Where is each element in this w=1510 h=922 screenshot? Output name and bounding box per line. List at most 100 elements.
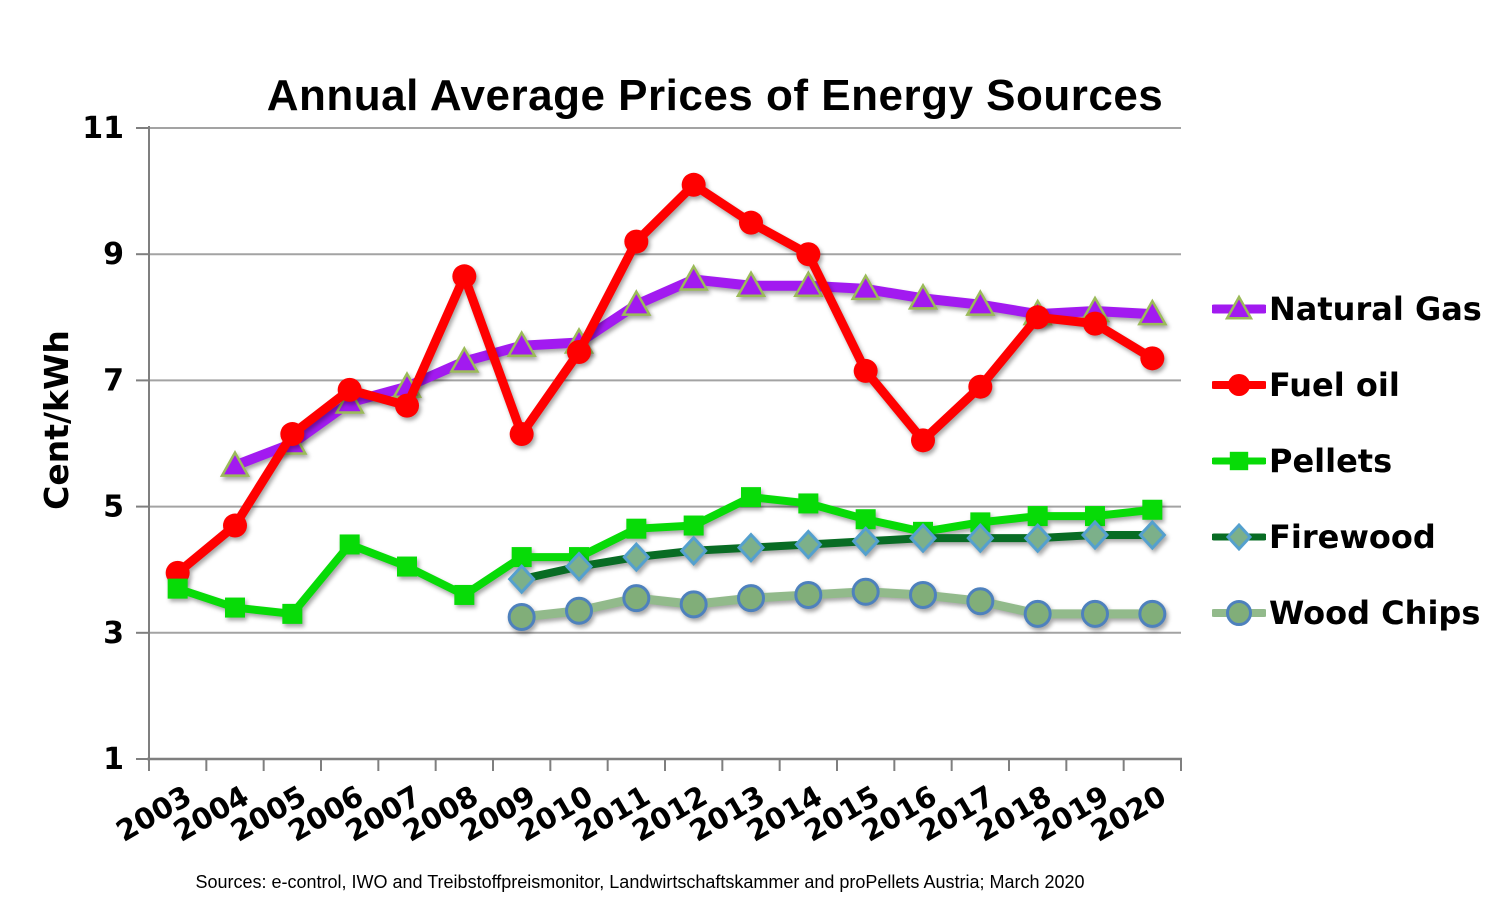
legend-item-fuel-oil: Fuel oil [1212, 347, 1482, 423]
data-point-marker [851, 577, 880, 606]
series-natural-gas [219, 263, 1168, 477]
data-point-marker [794, 580, 823, 609]
data-point-marker [1023, 599, 1052, 628]
data-point-marker [395, 393, 419, 418]
data-point-marker [337, 377, 362, 402]
data-point-marker [219, 450, 251, 477]
data-point-marker [1081, 599, 1109, 628]
data-point-marker [397, 556, 417, 577]
data-point-marker [1027, 506, 1048, 527]
data-point-marker [223, 513, 247, 538]
data-point-marker [1138, 599, 1167, 628]
data-point-marker [793, 270, 824, 297]
legend-swatch-firewood [1212, 522, 1266, 552]
data-point-marker [1229, 451, 1249, 471]
y-tick-label: 7 [103, 363, 124, 398]
y-tick-label: 11 [82, 111, 124, 146]
data-point-marker [622, 541, 651, 573]
data-point-marker [626, 518, 647, 539]
data-point-marker [506, 330, 537, 357]
data-point-marker [507, 603, 536, 632]
axes: 1357911200320042005200620072008200920102… [82, 111, 1182, 848]
legend-label: Natural Gas [1269, 290, 1482, 328]
data-point-marker [449, 345, 480, 373]
data-point-marker [1224, 294, 1254, 320]
legend-label: Pellets [1269, 442, 1393, 480]
data-point-marker [966, 522, 995, 554]
data-point-marker [280, 422, 305, 447]
chart-title: Annual Average Prices of Energy Sources [266, 71, 1164, 121]
data-point-marker [851, 526, 880, 557]
legend-swatch-pellets [1212, 451, 1266, 471]
series-pellets [167, 487, 1163, 624]
data-point-marker [735, 270, 767, 297]
legend-label: Wood Chips [1269, 594, 1481, 632]
legend-item-pellets: Pellets [1212, 423, 1482, 499]
data-point-marker [452, 264, 477, 289]
y-tick-label: 5 [103, 490, 124, 525]
legend-item-firewood: Firewood [1212, 499, 1482, 575]
legend-swatch-wood-chips [1212, 600, 1266, 626]
series-line [230, 274, 1158, 471]
series-wood-chips [507, 577, 1167, 632]
data-point-marker [339, 534, 360, 555]
data-point-marker [1083, 311, 1107, 336]
data-point-marker [796, 242, 821, 267]
series-line [517, 587, 1157, 622]
data-point-marker [1137, 298, 1168, 326]
data-point-marker [567, 340, 591, 365]
data-point-marker [736, 532, 766, 563]
series-fuel-oil [165, 172, 1165, 585]
data-point-marker [507, 563, 536, 595]
data-point-marker [681, 172, 706, 197]
data-point-marker [970, 512, 991, 533]
legend-item-natural-gas: Natural Gas [1212, 271, 1482, 347]
data-point-marker [454, 584, 475, 605]
data-point-marker [739, 210, 763, 235]
data-point-marker [908, 522, 938, 554]
gridlines [149, 127, 1181, 634]
legend-label: Fuel oil [1269, 366, 1400, 404]
data-point-marker [1023, 522, 1052, 554]
legend: Natural Gas Fuel oil Pellets Firewood Wo… [1212, 271, 1482, 651]
data-point-marker [509, 422, 534, 447]
data-point-marker [855, 509, 876, 530]
data-point-marker [968, 374, 993, 399]
data-point-marker [850, 273, 881, 301]
source-note: Sources: e-control, IWO and Treibstoffpr… [195, 872, 1085, 892]
legend-swatch-fuel-oil [1212, 373, 1266, 397]
data-point-marker [737, 584, 765, 613]
data-point-marker [911, 428, 935, 453]
legend-swatch-natural-gas [1212, 294, 1266, 320]
data-point-marker [624, 229, 649, 254]
data-point-marker [678, 263, 709, 291]
data-point-marker [966, 587, 995, 616]
data-point-marker [1025, 305, 1050, 330]
data-point-marker [794, 529, 823, 560]
data-point-marker [565, 596, 593, 625]
data-point-marker [679, 535, 708, 566]
y-tick-label: 9 [103, 237, 124, 272]
data-point-marker [621, 289, 652, 316]
data-point-marker [1085, 506, 1105, 527]
data-point-marker [1080, 519, 1110, 551]
data-point-marker [225, 597, 245, 618]
data-point-marker [1225, 522, 1253, 552]
data-point-marker [622, 584, 651, 613]
legend-label: Firewood [1269, 518, 1436, 556]
data-point-marker [511, 547, 532, 568]
data-point-marker [853, 358, 878, 383]
data-point-marker [167, 578, 188, 599]
data-point-marker [907, 282, 939, 310]
legend-item-wood-chips: Wood Chips [1212, 575, 1482, 651]
data-point-marker [741, 487, 761, 508]
data-point-marker [1226, 600, 1252, 626]
data-point-marker [679, 590, 708, 619]
data-point-marker [564, 551, 594, 582]
data-point-marker [282, 603, 303, 624]
data-point-marker [1138, 519, 1167, 551]
y-tick-label: 3 [103, 616, 124, 651]
series-line [173, 180, 1157, 578]
data-point-marker [1140, 346, 1165, 371]
